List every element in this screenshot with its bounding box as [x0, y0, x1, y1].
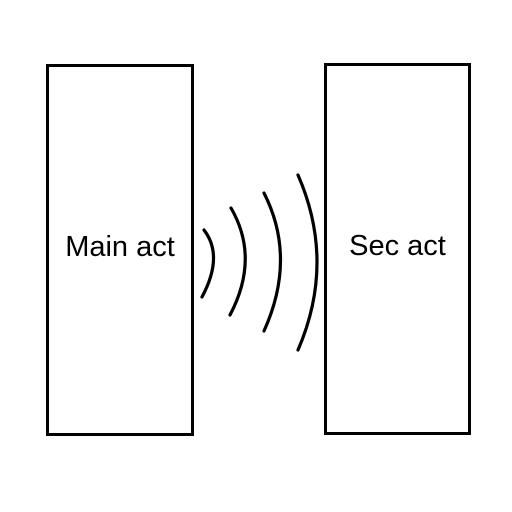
sec-act-box: Sec act — [324, 63, 471, 435]
wave-arc-2 — [228, 206, 247, 317]
main-act-label: Main act — [65, 230, 175, 263]
wave-arc-4 — [296, 173, 319, 352]
wave-arc-3 — [262, 191, 283, 333]
sec-act-label: Sec act — [349, 229, 446, 262]
wave-arc-1 — [200, 228, 216, 299]
main-act-box: Main act — [46, 64, 194, 436]
